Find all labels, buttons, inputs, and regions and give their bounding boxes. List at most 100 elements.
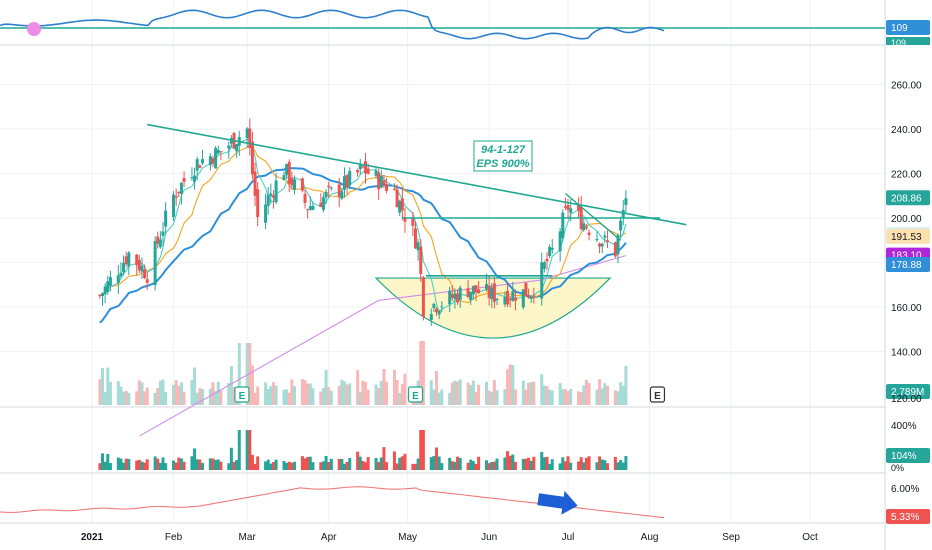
volume-bar xyxy=(250,365,254,405)
volume-bar xyxy=(208,388,212,405)
volume-bar xyxy=(374,384,378,405)
candle-body xyxy=(429,313,433,320)
candle-body xyxy=(421,277,425,317)
candle-body xyxy=(219,151,223,153)
svg-text:109: 109 xyxy=(891,23,908,34)
volume-pct-bar xyxy=(300,456,304,470)
volume-bar xyxy=(227,383,231,405)
volume-bar xyxy=(429,380,433,405)
volume-pct-bar xyxy=(227,463,231,470)
candle-body xyxy=(542,262,546,269)
volume-pct-bar xyxy=(527,457,531,470)
candle-body xyxy=(193,175,197,182)
volume-bar xyxy=(566,390,570,405)
volume-pct-bar xyxy=(161,457,165,470)
earnings-marker-label: E xyxy=(412,391,419,402)
volume-pct-bar xyxy=(306,456,310,470)
volume-pct-bar xyxy=(605,463,609,470)
candle-body xyxy=(584,226,588,229)
volume-bar xyxy=(395,380,399,405)
volume-bar xyxy=(419,341,423,405)
volume-bar xyxy=(98,379,102,405)
volume-bar xyxy=(600,388,604,405)
earnings-marker[interactable]: E xyxy=(649,386,666,403)
candle-body xyxy=(395,189,399,208)
volume-pct-bar xyxy=(503,457,507,470)
candle-body xyxy=(164,210,168,227)
volume-bar xyxy=(471,380,475,405)
rs-value-hidden: 109 xyxy=(891,38,906,48)
volume-pct-bar xyxy=(137,459,141,470)
candle-body xyxy=(492,283,496,302)
volume-bar xyxy=(379,380,383,405)
svg-text:191.53: 191.53 xyxy=(891,232,922,243)
candlesticks xyxy=(98,118,628,326)
volume-bar xyxy=(619,382,623,405)
candle-body xyxy=(290,178,294,186)
candle-body xyxy=(605,240,609,243)
volume-pct-bar xyxy=(511,454,515,470)
volume-pct-bar xyxy=(598,456,602,470)
volume-pct-bar xyxy=(324,455,328,470)
candle-body xyxy=(145,279,149,283)
volume-bar xyxy=(400,384,404,405)
volume-bar xyxy=(274,385,278,405)
candle-body xyxy=(308,206,312,210)
candle-body xyxy=(432,303,436,309)
volume-pct-bar xyxy=(119,458,123,470)
time-tick-label: Aug xyxy=(641,532,659,543)
volume-pct-bar xyxy=(603,460,607,470)
earnings-marker[interactable]: E xyxy=(234,386,250,403)
candle-body xyxy=(474,285,478,293)
volume-pct-bar xyxy=(145,459,149,470)
volume-pct-bar xyxy=(216,459,220,470)
candle-body xyxy=(245,128,249,138)
candle-body xyxy=(329,187,333,189)
volume-pct-bar xyxy=(400,456,404,470)
candle-body xyxy=(545,258,549,262)
volume-bar xyxy=(198,388,202,405)
earnings-marker[interactable]: E xyxy=(407,386,424,403)
volume-pct-bar xyxy=(245,430,249,470)
volume-bar xyxy=(345,384,349,405)
candle-body xyxy=(413,228,417,249)
trendline-handle-downtrend[interactable] xyxy=(564,192,622,241)
trendline-resistance[interactable] xyxy=(147,123,687,226)
volume-pct-bar xyxy=(232,461,236,470)
volume-bar xyxy=(605,385,609,405)
earnings-marker-label: E xyxy=(654,391,661,402)
time-tick-label: Apr xyxy=(321,532,337,543)
volume-pct-bar xyxy=(269,463,273,470)
candle-body xyxy=(122,262,126,273)
candle-body xyxy=(377,172,381,190)
candle-body xyxy=(366,168,370,174)
candle-body xyxy=(616,235,620,255)
candle-body xyxy=(293,179,297,190)
volume-bar xyxy=(324,369,328,405)
volume-bar xyxy=(569,389,573,405)
volume-pct-bar xyxy=(619,460,623,470)
candle-body xyxy=(227,145,231,149)
volume-pct-bar xyxy=(303,458,307,470)
candle-body xyxy=(143,269,147,279)
volume-pct-bar xyxy=(190,456,194,470)
volume-pct-bar xyxy=(308,456,312,470)
volume-pct-bar xyxy=(214,459,218,470)
volume-pct-bar xyxy=(435,447,439,470)
volume-bar xyxy=(503,389,507,405)
volume-pct-bar xyxy=(456,456,460,470)
volume-pct-bar xyxy=(577,461,581,470)
volume-pct-bar xyxy=(437,456,441,470)
volume-pct-bar xyxy=(274,459,278,470)
trendlines[interactable] xyxy=(147,123,687,277)
candle-body xyxy=(271,195,275,198)
candle-body xyxy=(269,193,273,197)
volume-badge: 2.789M xyxy=(886,384,930,399)
annotation-label[interactable]: 94-1-127 EPS 900% xyxy=(473,140,533,172)
volume-bar xyxy=(106,367,110,405)
volume-pct-bar xyxy=(124,458,128,470)
volume-pct-bar xyxy=(490,462,494,470)
volume-pct-bar xyxy=(345,461,349,470)
